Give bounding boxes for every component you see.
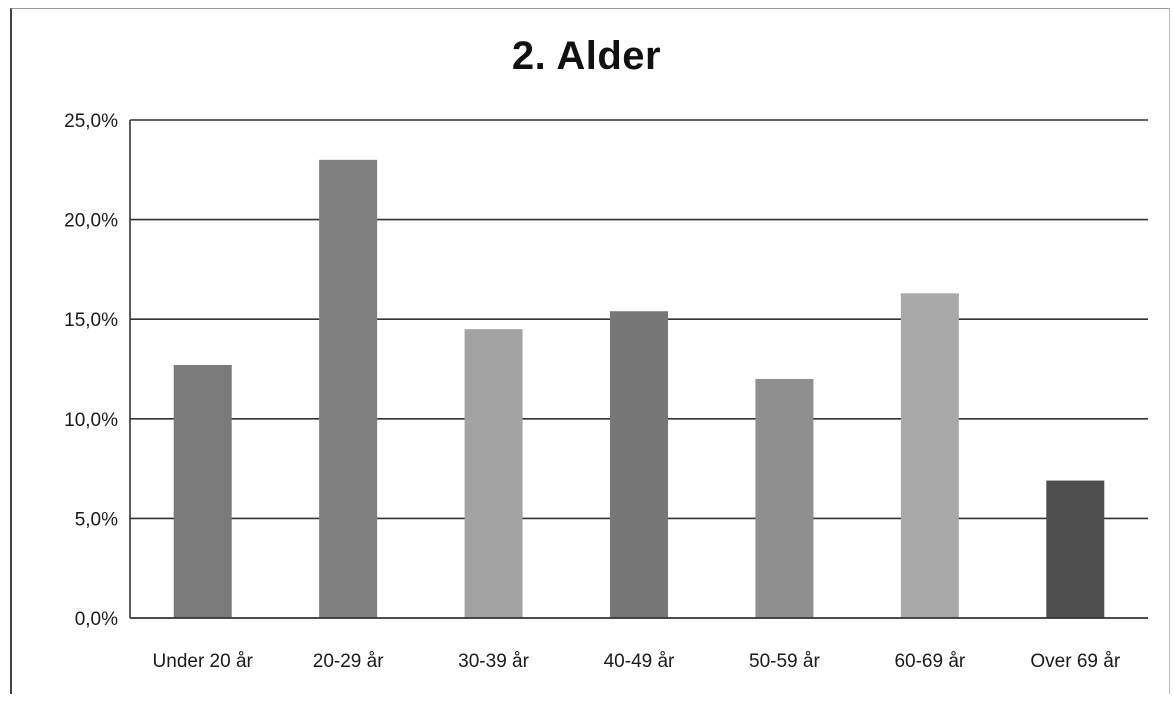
bar <box>1046 480 1105 618</box>
y-tick-label: 10,0% <box>64 410 118 431</box>
bar <box>464 329 523 618</box>
x-axis-ticks: Under 20 år 20-29 år 30-39 år 40-49 år 50-59… <box>153 651 1121 672</box>
y-tick-label: 15,0% <box>64 310 118 331</box>
y-axis-ticks: 0,0% 5,0% 10,0% 15,0% 20,0% 25,0% <box>64 111 118 630</box>
x-tick-label: Under 20 år <box>153 651 254 672</box>
chart-title: 2. Alder <box>511 34 662 78</box>
x-tick-label: 20-29 år <box>313 651 384 672</box>
bar <box>173 365 232 618</box>
y-tick-label: 0,0% <box>75 609 118 630</box>
bar <box>319 159 378 618</box>
y-tick-label: 20,0% <box>64 211 118 232</box>
x-tick-label: 40-49 år <box>604 651 675 672</box>
axes <box>129 120 1148 619</box>
x-tick-label: 60-69 år <box>894 651 965 672</box>
y-tick-label: 25,0% <box>64 111 118 132</box>
bar <box>900 293 959 618</box>
bar <box>610 311 668 618</box>
y-tick-label: 5,0% <box>75 509 118 530</box>
bars <box>173 159 1105 618</box>
x-tick-label: 50-59 år <box>749 651 820 672</box>
bar <box>755 378 814 618</box>
x-tick-label: 30-39 år <box>458 651 529 672</box>
x-tick-label: Over 69 år <box>1030 651 1120 672</box>
